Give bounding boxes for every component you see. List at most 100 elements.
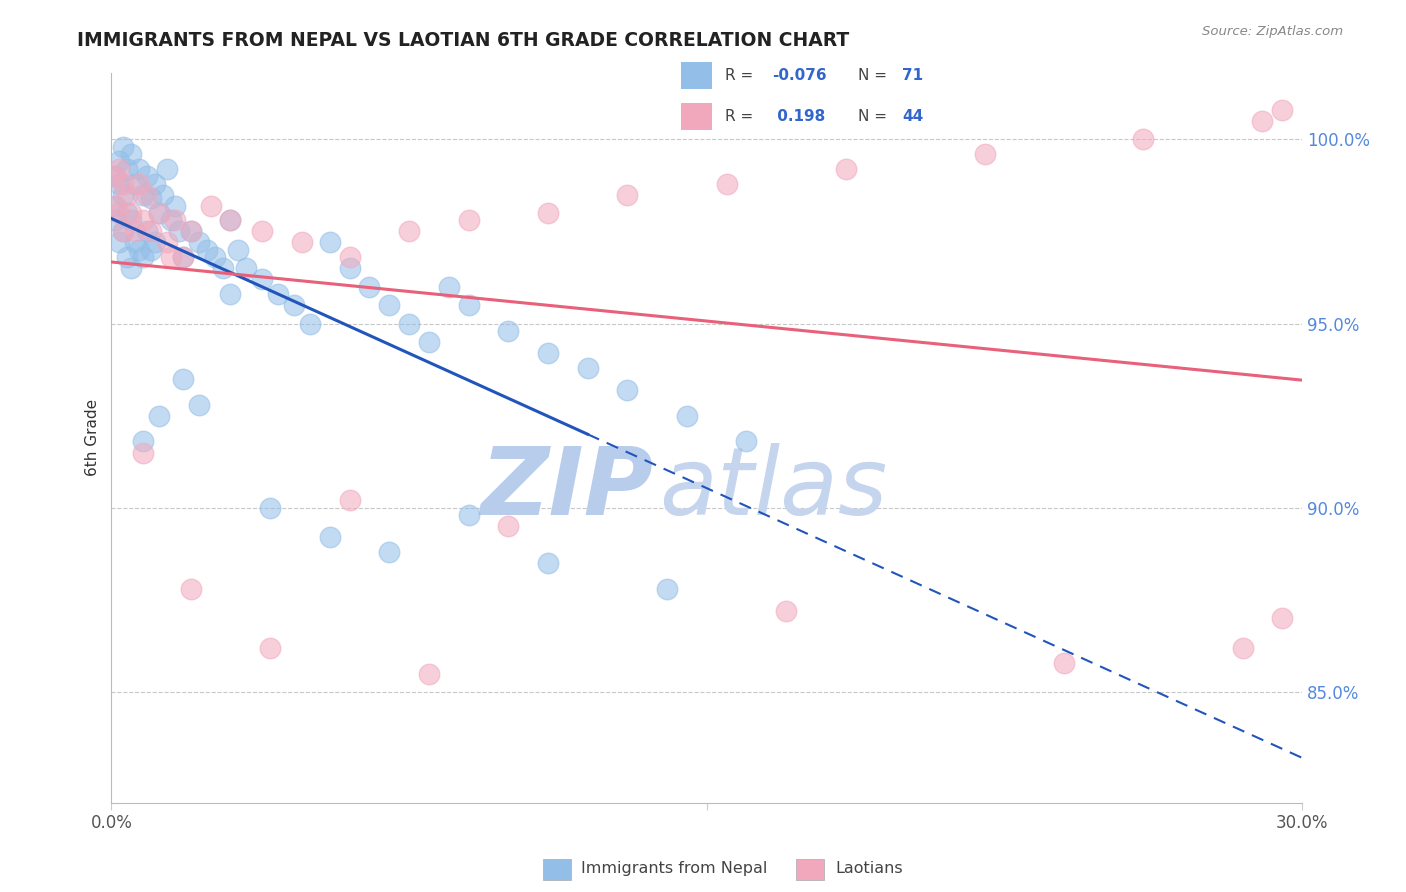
Point xyxy=(148,409,170,423)
Point xyxy=(616,383,638,397)
Point xyxy=(735,434,758,449)
Point xyxy=(219,287,242,301)
Point xyxy=(112,139,135,153)
Text: -0.076: -0.076 xyxy=(772,68,827,83)
Text: R =: R = xyxy=(725,109,758,124)
Bar xyxy=(681,62,713,89)
Point xyxy=(117,206,139,220)
Point xyxy=(616,187,638,202)
Point xyxy=(128,177,150,191)
Point xyxy=(160,213,183,227)
Point xyxy=(136,169,159,183)
Point xyxy=(339,493,361,508)
Point xyxy=(172,372,194,386)
Text: N =: N = xyxy=(858,109,891,124)
Point xyxy=(187,235,209,250)
Point xyxy=(143,235,166,250)
Point xyxy=(775,604,797,618)
Point xyxy=(498,324,520,338)
Point xyxy=(172,250,194,264)
Point xyxy=(139,243,162,257)
Point xyxy=(112,224,135,238)
Point xyxy=(180,224,202,238)
Point xyxy=(339,250,361,264)
Point xyxy=(457,213,479,227)
Point xyxy=(259,640,281,655)
Point xyxy=(378,298,401,312)
Point xyxy=(655,582,678,596)
Point xyxy=(108,154,131,169)
Point xyxy=(128,243,150,257)
Point xyxy=(1132,132,1154,146)
Point xyxy=(418,334,440,349)
Point xyxy=(143,177,166,191)
Point xyxy=(418,666,440,681)
Point xyxy=(124,235,146,250)
Point xyxy=(498,519,520,533)
Point xyxy=(180,582,202,596)
Point xyxy=(537,346,560,360)
Point xyxy=(219,213,242,227)
Point xyxy=(152,187,174,202)
Point xyxy=(120,147,142,161)
Point xyxy=(235,261,257,276)
Point xyxy=(259,500,281,515)
Point xyxy=(576,360,599,375)
Point xyxy=(104,213,127,227)
Point xyxy=(112,177,135,191)
Bar xyxy=(796,859,824,880)
Point xyxy=(200,199,222,213)
Point xyxy=(163,213,186,227)
Point xyxy=(104,169,127,183)
Point xyxy=(398,317,420,331)
Point xyxy=(124,224,146,238)
Point xyxy=(172,250,194,264)
Point xyxy=(124,177,146,191)
Point xyxy=(252,272,274,286)
Text: Immigrants from Nepal: Immigrants from Nepal xyxy=(581,861,768,876)
Point xyxy=(104,199,127,213)
Point xyxy=(537,556,560,570)
Point xyxy=(104,169,127,183)
Text: 71: 71 xyxy=(903,68,924,83)
Text: 44: 44 xyxy=(903,109,924,124)
Point xyxy=(457,508,479,523)
Point xyxy=(163,199,186,213)
Point xyxy=(108,161,131,176)
Point xyxy=(160,250,183,264)
Point xyxy=(112,224,135,238)
Point xyxy=(437,279,460,293)
Text: N =: N = xyxy=(858,68,891,83)
Point xyxy=(117,187,139,202)
Point xyxy=(117,161,139,176)
Point xyxy=(676,409,699,423)
Point xyxy=(298,317,321,331)
Point xyxy=(132,213,155,227)
Point xyxy=(108,235,131,250)
Point xyxy=(136,224,159,238)
Point xyxy=(132,434,155,449)
Point xyxy=(398,224,420,238)
Point xyxy=(120,213,142,227)
Point xyxy=(252,224,274,238)
Point xyxy=(120,261,142,276)
Point xyxy=(108,206,131,220)
Point xyxy=(1271,611,1294,625)
Point xyxy=(120,206,142,220)
Text: IMMIGRANTS FROM NEPAL VS LAOTIAN 6TH GRADE CORRELATION CHART: IMMIGRANTS FROM NEPAL VS LAOTIAN 6TH GRA… xyxy=(77,31,849,50)
Point xyxy=(187,398,209,412)
Text: atlas: atlas xyxy=(659,443,887,534)
Point xyxy=(378,545,401,559)
Point xyxy=(112,187,135,202)
Bar xyxy=(681,103,713,130)
Point xyxy=(211,261,233,276)
Point xyxy=(716,177,738,191)
Point xyxy=(167,224,190,238)
Point xyxy=(339,261,361,276)
Point xyxy=(219,213,242,227)
Point xyxy=(108,177,131,191)
Point xyxy=(104,199,127,213)
Point xyxy=(136,187,159,202)
Point xyxy=(1271,103,1294,117)
Bar xyxy=(543,859,571,880)
